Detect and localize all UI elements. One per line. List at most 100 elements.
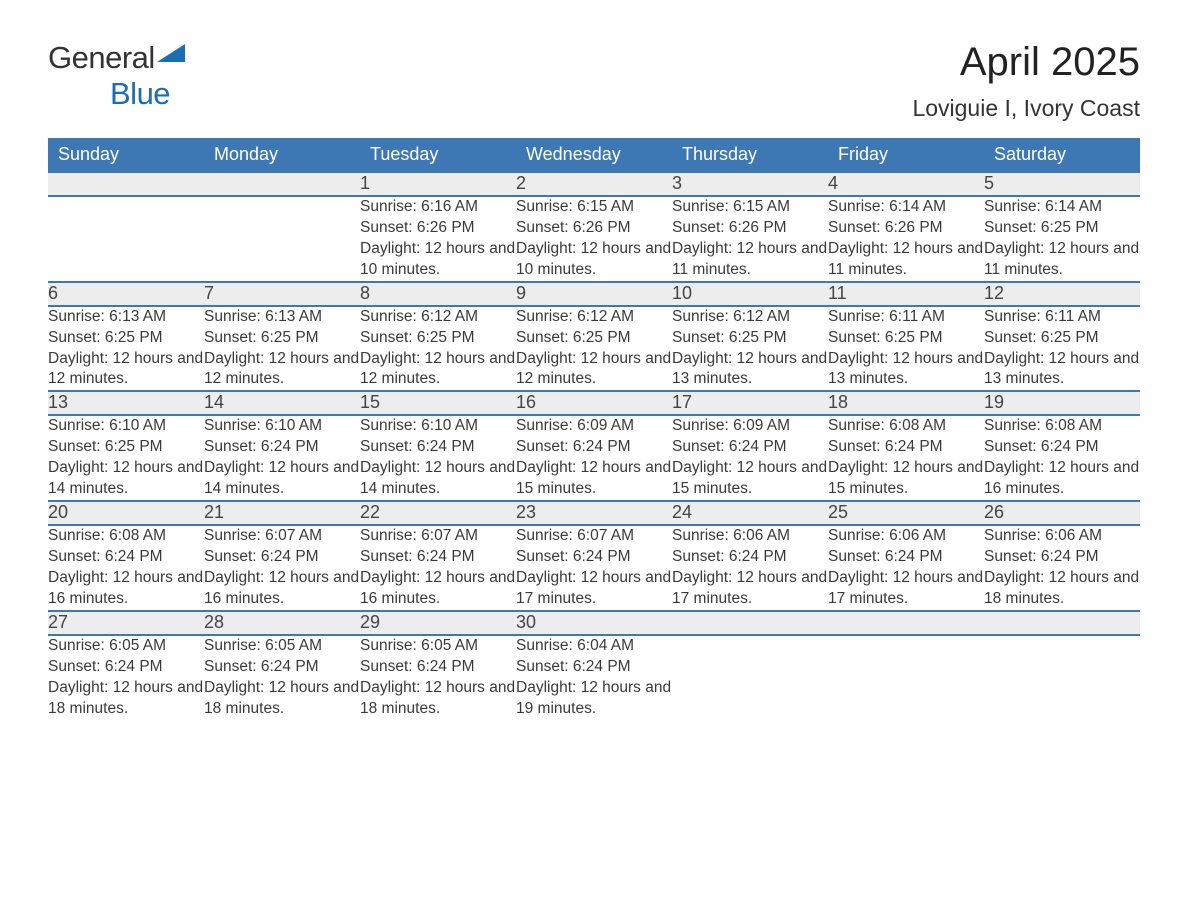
day-info-cell: Sunrise: 6:06 AMSunset: 6:24 PMDaylight:… xyxy=(984,525,1140,611)
location-subtitle: Loviguie I, Ivory Coast xyxy=(912,95,1140,122)
day-info-cell: Sunrise: 6:05 AMSunset: 6:24 PMDaylight:… xyxy=(48,635,204,732)
sunrise-text: Sunrise: 6:08 AM xyxy=(828,416,984,437)
sunset-text: Sunset: 6:24 PM xyxy=(204,437,360,458)
daylight-text: Daylight: 12 hours and 10 minutes. xyxy=(516,239,672,281)
day-info-cell xyxy=(48,196,204,282)
sunrise-text: Sunrise: 6:12 AM xyxy=(672,307,828,328)
day-number-cell: 2 xyxy=(516,172,672,196)
day-number-cell: 24 xyxy=(672,501,828,525)
daylight-text: Daylight: 12 hours and 12 minutes. xyxy=(360,349,516,391)
sunrise-text: Sunrise: 6:10 AM xyxy=(48,416,204,437)
weekday-header: Thursday xyxy=(672,138,828,172)
daylight-text: Daylight: 12 hours and 19 minutes. xyxy=(516,678,672,720)
day-number-cell: 16 xyxy=(516,391,672,415)
daylight-text: Daylight: 12 hours and 13 minutes. xyxy=(984,349,1140,391)
daylight-text: Daylight: 12 hours and 13 minutes. xyxy=(828,349,984,391)
weekday-header: Tuesday xyxy=(360,138,516,172)
weekday-header: Wednesday xyxy=(516,138,672,172)
day-info-cell: Sunrise: 6:14 AMSunset: 6:25 PMDaylight:… xyxy=(984,196,1140,282)
sunrise-text: Sunrise: 6:09 AM xyxy=(516,416,672,437)
sunset-text: Sunset: 6:24 PM xyxy=(516,657,672,678)
daylight-text: Daylight: 12 hours and 18 minutes. xyxy=(48,678,204,720)
sunrise-text: Sunrise: 6:14 AM xyxy=(828,197,984,218)
daylight-text: Daylight: 12 hours and 18 minutes. xyxy=(984,568,1140,610)
day-number-cell: 5 xyxy=(984,172,1140,196)
sunset-text: Sunset: 6:24 PM xyxy=(984,547,1140,568)
header-row: General Blue April 2025 Loviguie I, Ivor… xyxy=(48,40,1140,130)
day-number-cell: 17 xyxy=(672,391,828,415)
logo: General Blue xyxy=(48,40,189,112)
sunrise-text: Sunrise: 6:06 AM xyxy=(672,526,828,547)
sunset-text: Sunset: 6:26 PM xyxy=(672,218,828,239)
sunset-text: Sunset: 6:24 PM xyxy=(48,657,204,678)
daylight-text: Daylight: 12 hours and 15 minutes. xyxy=(516,458,672,500)
day-number-cell: 22 xyxy=(360,501,516,525)
day-number-cell: 12 xyxy=(984,282,1140,306)
sunrise-text: Sunrise: 6:06 AM xyxy=(828,526,984,547)
sunrise-text: Sunrise: 6:11 AM xyxy=(828,307,984,328)
daylight-text: Daylight: 12 hours and 16 minutes. xyxy=(360,568,516,610)
day-info-cell: Sunrise: 6:08 AMSunset: 6:24 PMDaylight:… xyxy=(48,525,204,611)
sunset-text: Sunset: 6:25 PM xyxy=(48,328,204,349)
day-info-cell: Sunrise: 6:15 AMSunset: 6:26 PMDaylight:… xyxy=(516,196,672,282)
sunrise-text: Sunrise: 6:05 AM xyxy=(360,636,516,657)
day-info-cell: Sunrise: 6:08 AMSunset: 6:24 PMDaylight:… xyxy=(984,415,1140,501)
logo-text-blue: Blue xyxy=(110,76,170,111)
day-number-cell: 29 xyxy=(360,611,516,635)
day-number-cell: 10 xyxy=(672,282,828,306)
daylight-text: Daylight: 12 hours and 16 minutes. xyxy=(48,568,204,610)
day-number-cell: 13 xyxy=(48,391,204,415)
day-number-cell: 3 xyxy=(672,172,828,196)
day-info-cell: Sunrise: 6:15 AMSunset: 6:26 PMDaylight:… xyxy=(672,196,828,282)
daylight-text: Daylight: 12 hours and 18 minutes. xyxy=(360,678,516,720)
day-number-cell: 15 xyxy=(360,391,516,415)
day-number-cell: 18 xyxy=(828,391,984,415)
daylight-text: Daylight: 12 hours and 11 minutes. xyxy=(672,239,828,281)
daynum-row: 20212223242526 xyxy=(48,501,1140,525)
daylight-text: Daylight: 12 hours and 10 minutes. xyxy=(360,239,516,281)
sunset-text: Sunset: 6:25 PM xyxy=(984,328,1140,349)
day-info-row: Sunrise: 6:10 AMSunset: 6:25 PMDaylight:… xyxy=(48,415,1140,501)
sunrise-text: Sunrise: 6:16 AM xyxy=(360,197,516,218)
day-info-cell: Sunrise: 6:10 AMSunset: 6:24 PMDaylight:… xyxy=(360,415,516,501)
sunset-text: Sunset: 6:24 PM xyxy=(828,437,984,458)
day-number-cell: 23 xyxy=(516,501,672,525)
daylight-text: Daylight: 12 hours and 14 minutes. xyxy=(48,458,204,500)
day-info-cell: Sunrise: 6:07 AMSunset: 6:24 PMDaylight:… xyxy=(360,525,516,611)
daylight-text: Daylight: 12 hours and 17 minutes. xyxy=(672,568,828,610)
day-info-cell: Sunrise: 6:11 AMSunset: 6:25 PMDaylight:… xyxy=(984,306,1140,392)
sunrise-text: Sunrise: 6:04 AM xyxy=(516,636,672,657)
day-info-row: Sunrise: 6:08 AMSunset: 6:24 PMDaylight:… xyxy=(48,525,1140,611)
sunrise-text: Sunrise: 6:15 AM xyxy=(516,197,672,218)
daynum-row: 27282930 xyxy=(48,611,1140,635)
sunset-text: Sunset: 6:24 PM xyxy=(516,547,672,568)
sunrise-text: Sunrise: 6:15 AM xyxy=(672,197,828,218)
day-number-cell: 14 xyxy=(204,391,360,415)
daylight-text: Daylight: 12 hours and 16 minutes. xyxy=(984,458,1140,500)
sunrise-text: Sunrise: 6:12 AM xyxy=(360,307,516,328)
sunset-text: Sunset: 6:25 PM xyxy=(828,328,984,349)
day-info-cell xyxy=(672,635,828,732)
sunrise-text: Sunrise: 6:10 AM xyxy=(204,416,360,437)
sunset-text: Sunset: 6:25 PM xyxy=(48,437,204,458)
daylight-text: Daylight: 12 hours and 12 minutes. xyxy=(204,349,360,391)
day-info-cell xyxy=(828,635,984,732)
day-info-cell xyxy=(984,635,1140,732)
day-info-cell: Sunrise: 6:13 AMSunset: 6:25 PMDaylight:… xyxy=(48,306,204,392)
day-number-cell: 20 xyxy=(48,501,204,525)
title-block: April 2025 Loviguie I, Ivory Coast xyxy=(912,40,1140,130)
daylight-text: Daylight: 12 hours and 17 minutes. xyxy=(516,568,672,610)
sunset-text: Sunset: 6:26 PM xyxy=(360,218,516,239)
sunset-text: Sunset: 6:25 PM xyxy=(360,328,516,349)
weekday-header-row: Sunday Monday Tuesday Wednesday Thursday… xyxy=(48,138,1140,172)
daynum-row: 13141516171819 xyxy=(48,391,1140,415)
sunset-text: Sunset: 6:25 PM xyxy=(984,218,1140,239)
weekday-header: Saturday xyxy=(984,138,1140,172)
daylight-text: Daylight: 12 hours and 14 minutes. xyxy=(204,458,360,500)
sunset-text: Sunset: 6:26 PM xyxy=(828,218,984,239)
daylight-text: Daylight: 12 hours and 13 minutes. xyxy=(672,349,828,391)
daylight-text: Daylight: 12 hours and 14 minutes. xyxy=(360,458,516,500)
day-number-cell: 21 xyxy=(204,501,360,525)
day-info-cell: Sunrise: 6:04 AMSunset: 6:24 PMDaylight:… xyxy=(516,635,672,732)
sunset-text: Sunset: 6:25 PM xyxy=(672,328,828,349)
